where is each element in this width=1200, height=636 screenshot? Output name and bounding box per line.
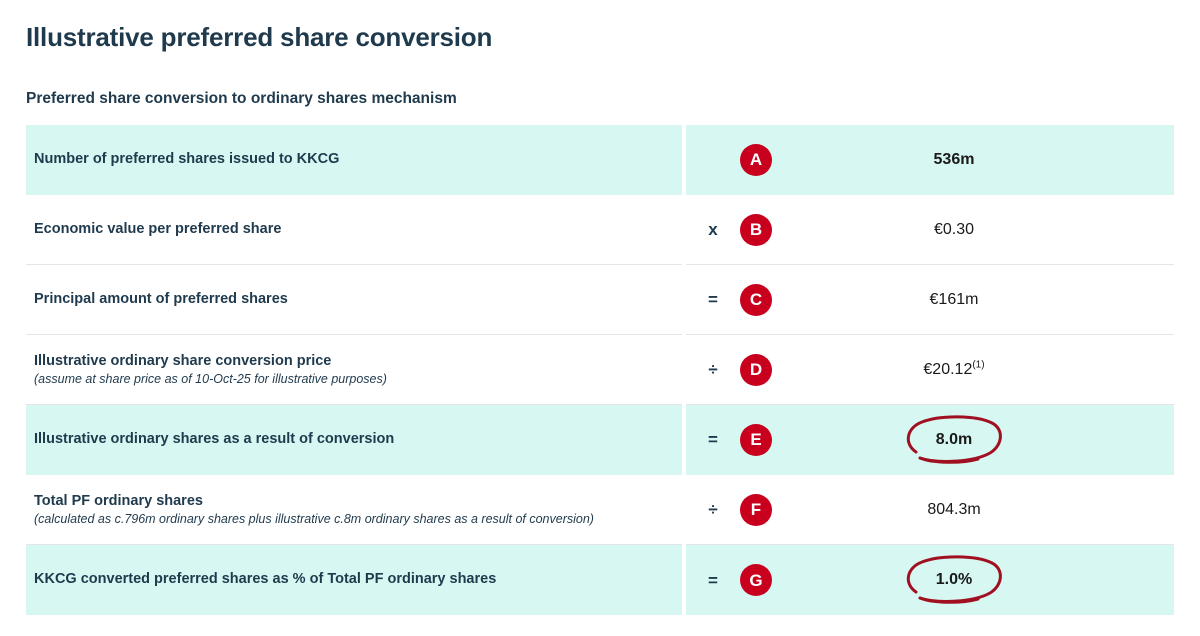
row-label-block: Number of preferred shares issued to KKC… — [34, 151, 339, 168]
row-label: Principal amount of preferred shares — [34, 290, 288, 307]
row-label-block: Economic value per preferred share — [34, 221, 281, 238]
row-sublabel: (assume at share price as of 10-Oct-25 f… — [34, 371, 387, 386]
row-label: Economic value per preferred share — [34, 220, 282, 237]
table-row-label: Number of preferred shares issued to KKC… — [26, 125, 682, 195]
operator-symbol: x — [708, 220, 718, 239]
footnote-marker: (1) — [972, 359, 985, 371]
row-value-text: 8.0m — [936, 431, 972, 448]
row-label-block: Illustrative ordinary share conversion p… — [34, 353, 387, 387]
operator-symbol: ÷ — [708, 500, 718, 519]
row-value-number: €20.12 — [923, 360, 973, 378]
row-value-text: €0.30 — [934, 221, 974, 238]
label-column: Number of preferred shares issued to KKC… — [26, 125, 682, 615]
row-value-text: 804.3m — [927, 501, 980, 518]
row-label: Illustrative ordinary share conversion p… — [34, 352, 332, 369]
row-value-number: €161m — [929, 290, 979, 308]
row-label-block: Illustrative ordinary shares as a result… — [34, 431, 394, 448]
step-badge-b: B — [740, 213, 772, 246]
step-badge-e: E — [740, 423, 772, 456]
operator-symbol: ÷ — [708, 360, 718, 379]
row-value: 8.0m — [772, 414, 1174, 464]
row-value: 1.0% — [772, 555, 1174, 604]
page-subtitle: Preferred share conversion to ordinary s… — [26, 90, 457, 107]
table-row-value: ÷ D €20.12(1) — [686, 335, 1174, 405]
step-badge-d: D — [740, 353, 772, 386]
table-row-label: Illustrative ordinary share conversion p… — [26, 335, 682, 405]
row-value-number: 8.0m — [935, 430, 973, 448]
row-value: €161m — [772, 291, 1174, 309]
step-badge-a: A — [740, 143, 772, 176]
step-badge-g: G — [740, 564, 772, 596]
operator-symbol: = — [708, 430, 718, 449]
table-row-value: = G 1.0% — [686, 545, 1174, 615]
operator-symbol: = — [708, 570, 718, 590]
row-value: 804.3m — [772, 501, 1174, 519]
row-label: KKCG converted preferred shares as % of … — [34, 571, 497, 588]
row-label-block: Total PF ordinary shares (calculated as c… — [34, 493, 594, 527]
table-row-value: A 536m — [686, 125, 1174, 195]
value-column: A 536m x B €0.30 = C €161m ÷ D €20.12(1) = E 8.0m ÷ F 80… — [686, 125, 1174, 615]
page-title: Illustrative preferred share conversion — [26, 22, 493, 52]
table-row-value: ÷ F 804.3m — [686, 475, 1174, 545]
row-value-number: 536m — [933, 150, 975, 168]
operator-symbol: = — [708, 290, 718, 309]
row-value-text: €161m — [930, 291, 979, 308]
table-row-value: = C €161m — [686, 265, 1174, 335]
row-value-text: 1.0% — [936, 571, 972, 588]
row-value: 536m — [772, 151, 1174, 169]
table-row-label: Economic value per preferred share — [26, 195, 682, 265]
row-value-text: €20.12(1) — [923, 359, 985, 378]
row-value: €0.30 — [772, 221, 1174, 239]
table-row-label: Total PF ordinary shares (calculated as c… — [26, 475, 682, 545]
row-value-number: €0.30 — [933, 220, 975, 238]
row-label: Number of preferred shares issued to KKC… — [34, 150, 340, 167]
row-sublabel: (calculated as c.796m ordinary shares pl… — [34, 511, 594, 526]
table-row-label: KKCG converted preferred shares as % of … — [26, 545, 682, 615]
row-value: €20.12(1) — [772, 359, 1174, 379]
table-row-label: Illustrative ordinary shares as a result… — [26, 405, 682, 475]
row-label: Illustrative ordinary shares as a result… — [34, 430, 395, 447]
table-row-label: Principal amount of preferred shares — [26, 265, 682, 335]
step-badge-f: F — [740, 493, 772, 526]
conversion-table: Number of preferred shares issued to KKC… — [26, 125, 1174, 615]
row-label-block: KKCG converted preferred shares as % of … — [34, 571, 496, 588]
step-badge-c: C — [740, 283, 772, 316]
row-value-text: 536m — [934, 151, 975, 168]
table-row-value: x B €0.30 — [686, 195, 1174, 265]
row-label: Total PF ordinary shares — [34, 492, 203, 509]
table-row-value: = E 8.0m — [686, 405, 1174, 475]
row-label-block: Principal amount of preferred shares — [34, 291, 288, 308]
row-value-number: 1.0% — [935, 571, 973, 588]
row-value-number: 804.3m — [927, 500, 981, 518]
